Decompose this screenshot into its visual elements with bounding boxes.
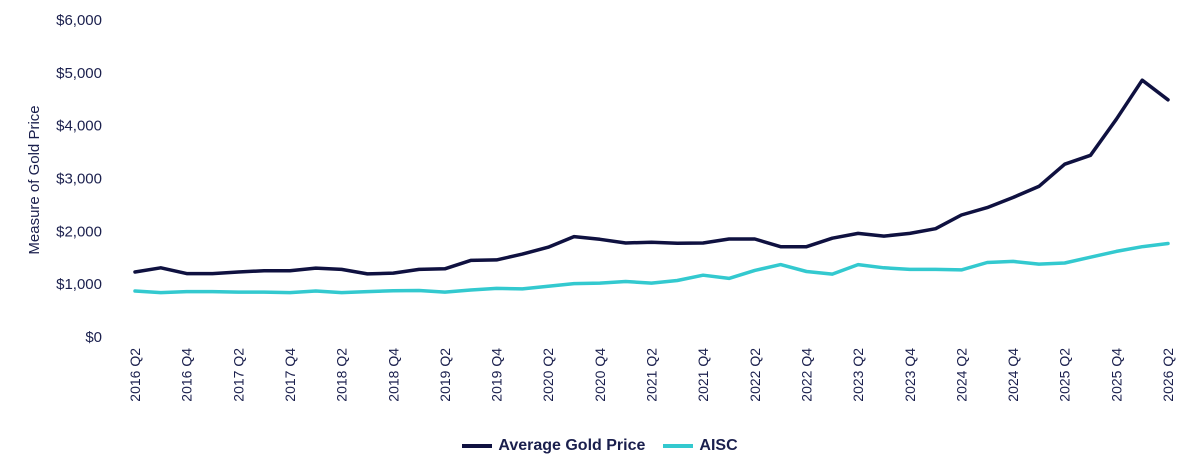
x-tick-label: 2026 Q2 bbox=[1160, 348, 1176, 402]
legend-swatch-aisc bbox=[663, 444, 694, 448]
x-tick-label: 2018 Q4 bbox=[385, 348, 401, 402]
legend-label-aisc: AISC bbox=[699, 437, 738, 454]
x-tick-label: 2025 Q4 bbox=[1108, 348, 1124, 402]
legend-label-gold-price: Average Gold Price bbox=[498, 437, 646, 454]
x-tick-label: 2016 Q4 bbox=[179, 348, 195, 402]
x-tick-label: 2024 Q4 bbox=[1005, 348, 1021, 402]
series-line-gold-price bbox=[133, 78, 1170, 276]
x-tick-label: 2022 Q4 bbox=[798, 348, 814, 402]
x-tick-label: 2023 Q4 bbox=[902, 348, 918, 402]
y-tick-label: $0 bbox=[85, 329, 102, 346]
x-tick-label: 2024 Q2 bbox=[953, 348, 969, 402]
x-tick-label: 2017 Q2 bbox=[230, 348, 246, 402]
y-tick-label: $5,000 bbox=[56, 65, 102, 82]
x-tick-label: 2019 Q2 bbox=[437, 348, 453, 402]
legend-item-gold-price: Average Gold Price bbox=[462, 437, 645, 455]
x-tick-label: 2018 Q2 bbox=[334, 348, 350, 402]
x-tick-label: 2017 Q4 bbox=[282, 348, 298, 402]
x-tick-label: 2019 Q4 bbox=[489, 348, 505, 402]
x-tick-label: 2016 Q2 bbox=[127, 348, 143, 402]
y-tick-label: $1,000 bbox=[56, 276, 102, 293]
x-tick-label: 2021 Q2 bbox=[644, 348, 660, 402]
x-axis-ticks: 2016 Q2 2016 Q4 2017 Q2 2017 Q4 2018 Q2 2018 … bbox=[127, 348, 1176, 402]
series-lines bbox=[133, 78, 1170, 295]
legend-item-aisc: AISC bbox=[663, 437, 738, 455]
x-tick-label: 2023 Q2 bbox=[850, 348, 866, 402]
y-axis-ticks: $0 $1,000 $2,000 $3,000 $4,000 $5,000 $6,000 bbox=[56, 12, 102, 346]
x-tick-label: 2022 Q2 bbox=[747, 348, 763, 402]
series-line-aisc bbox=[133, 241, 1170, 295]
legend-swatch-gold-price bbox=[462, 444, 493, 448]
x-tick-label: 2021 Q4 bbox=[695, 348, 711, 402]
y-tick-label: $2,000 bbox=[56, 223, 102, 240]
x-tick-label: 2020 Q4 bbox=[592, 348, 608, 402]
x-tick-label: 2025 Q2 bbox=[1057, 348, 1073, 402]
y-tick-label: $3,000 bbox=[56, 171, 102, 188]
legend: Average Gold Price AISC bbox=[0, 437, 1200, 455]
y-tick-label: $6,000 bbox=[56, 12, 102, 29]
x-tick-label: 2020 Q2 bbox=[540, 348, 556, 402]
y-axis-title: Measure of Gold Price bbox=[26, 105, 43, 254]
y-tick-label: $4,000 bbox=[56, 118, 102, 135]
